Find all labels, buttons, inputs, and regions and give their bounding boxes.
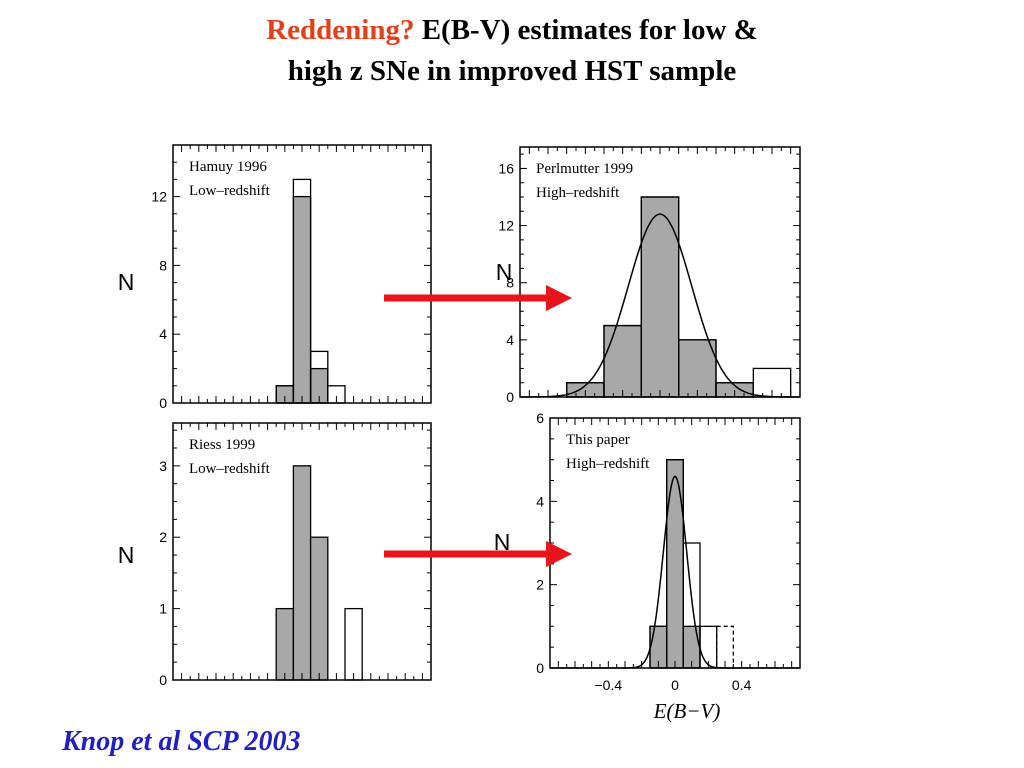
y-axis-label: N	[118, 269, 135, 295]
panel-label: High–redshift	[566, 456, 650, 472]
y-tick-label: 0	[536, 660, 544, 676]
histogram-riess: 0 1 2 3 Riess 1999 Low–redshift N	[118, 422, 432, 688]
title-line2: high z SNe in improved HST sample	[287, 55, 737, 87]
x-tick-label: 0	[671, 677, 679, 693]
title-accent: Reddening?	[266, 14, 415, 46]
slide-title: Reddening? E(B-V) estimates for low & hi…	[0, 10, 1024, 92]
bar-filled	[678, 339, 717, 398]
panel-label: Hamuy 1996	[189, 159, 267, 175]
bar-filled	[275, 607, 295, 681]
y-tick-label: 0	[506, 389, 514, 405]
y-tick-label: 1	[159, 601, 167, 617]
histogram-perlmutter: 0 4 8 12 16 Perlmutter 1999 High–redshift N	[496, 146, 801, 405]
title-line1-rest: E(B-V) estimates for low &	[414, 14, 758, 46]
y-tick-label: 12	[498, 218, 514, 234]
y-tick-label: 3	[159, 458, 167, 474]
y-tick-label: 4	[159, 326, 167, 342]
bar-outline	[344, 607, 363, 681]
bar-filled	[292, 465, 312, 681]
panel-label: High–redshift	[536, 185, 620, 201]
y-tick-label: 2	[536, 577, 544, 593]
panel-label: Riess 1999	[189, 437, 255, 453]
y-tick-label: 6	[536, 410, 544, 426]
y-tick-label: 0	[159, 672, 167, 688]
y-tick-label: 8	[159, 257, 167, 273]
y-tick-label: 12	[151, 189, 167, 205]
y-tick-label: 4	[536, 493, 544, 509]
bar-filled	[603, 324, 642, 398]
x-tick-label: 0.4	[732, 677, 752, 693]
y-tick-label: 16	[498, 160, 514, 176]
histogram-hamuy: 0 4 8 12 Hamuy 1996 Low–redshift N	[118, 144, 432, 411]
y-axis-label: N	[118, 542, 135, 568]
y-tick-label: 8	[506, 275, 514, 291]
citation: Knop et al SCP 2003	[62, 726, 301, 757]
histogram-thispaper: 0 2 4 6 −0.4 0 0.4 This paper High–redshift N E(B−…	[494, 410, 801, 723]
x-tick-label: −0.4	[595, 677, 623, 693]
y-axis-label: N	[496, 259, 513, 285]
y-tick-label: 4	[506, 332, 514, 348]
y-axis-label: N	[494, 529, 511, 555]
y-tick-label: 0	[159, 395, 167, 411]
panel-label: Perlmutter 1999	[536, 161, 633, 177]
panel-label: Low–redshift	[189, 183, 271, 199]
y-tick-label: 2	[159, 529, 167, 545]
bar-filled	[309, 536, 329, 681]
bar-filled	[666, 459, 684, 669]
bar-filled	[640, 196, 680, 398]
panel-label: This paper	[566, 432, 630, 448]
panel-label: Low–redshift	[189, 461, 271, 477]
bar-filled	[292, 195, 312, 404]
x-axis-label: E(B−V)	[653, 699, 721, 723]
